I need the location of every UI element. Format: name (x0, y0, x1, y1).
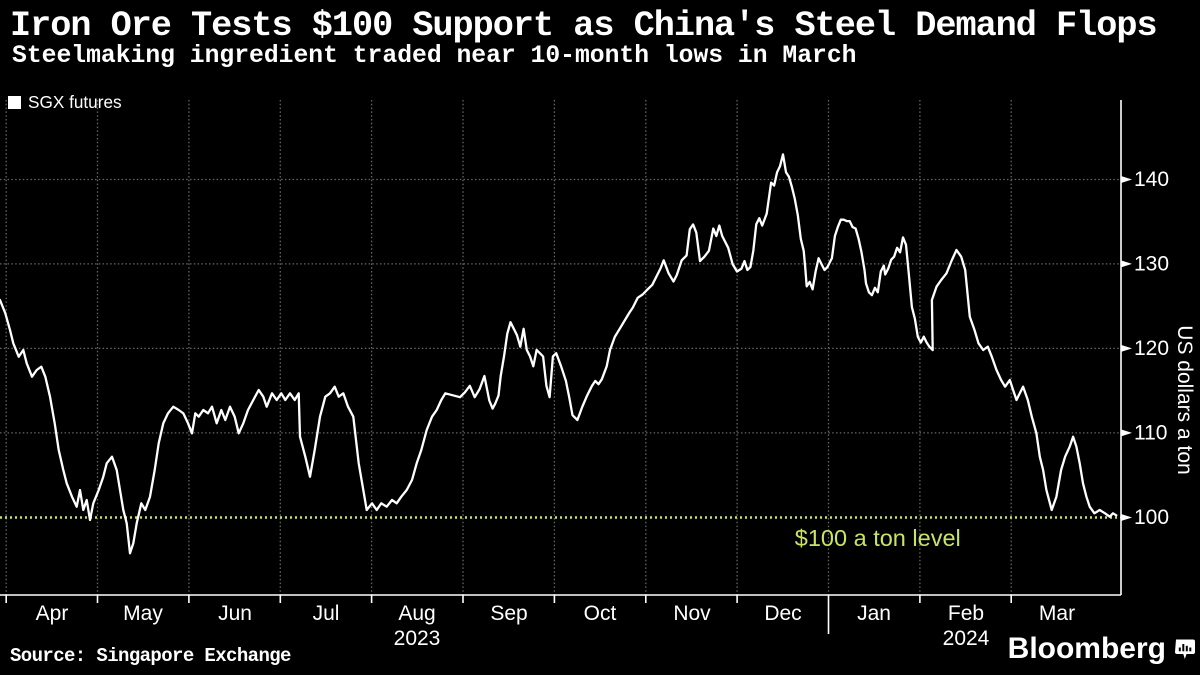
svg-text:140: 140 (1134, 168, 1169, 191)
svg-text:2023: 2023 (394, 627, 441, 650)
svg-text:120: 120 (1134, 337, 1169, 360)
svg-text:130: 130 (1134, 253, 1169, 276)
svg-text:May: May (123, 602, 163, 625)
svg-text:Mar: Mar (1039, 602, 1075, 625)
svg-text:Nov: Nov (673, 602, 711, 625)
svg-text:Jul: Jul (313, 602, 340, 625)
svg-text:US dollars a ton: US dollars a ton (1173, 325, 1196, 474)
svg-text:110: 110 (1134, 422, 1167, 445)
svg-text:$100 a ton level: $100 a ton level (795, 525, 961, 551)
svg-text:Jan: Jan (857, 602, 891, 625)
svg-text:Sep: Sep (490, 602, 527, 625)
svg-text:Feb: Feb (948, 602, 984, 625)
svg-text:Jun: Jun (218, 602, 252, 625)
svg-text:2024: 2024 (943, 627, 990, 650)
svg-text:100: 100 (1134, 506, 1169, 529)
svg-text:Dec: Dec (764, 602, 801, 625)
svg-text:Oct: Oct (584, 602, 617, 625)
svg-text:Aug: Aug (398, 602, 435, 625)
svg-text:Apr: Apr (36, 602, 69, 625)
